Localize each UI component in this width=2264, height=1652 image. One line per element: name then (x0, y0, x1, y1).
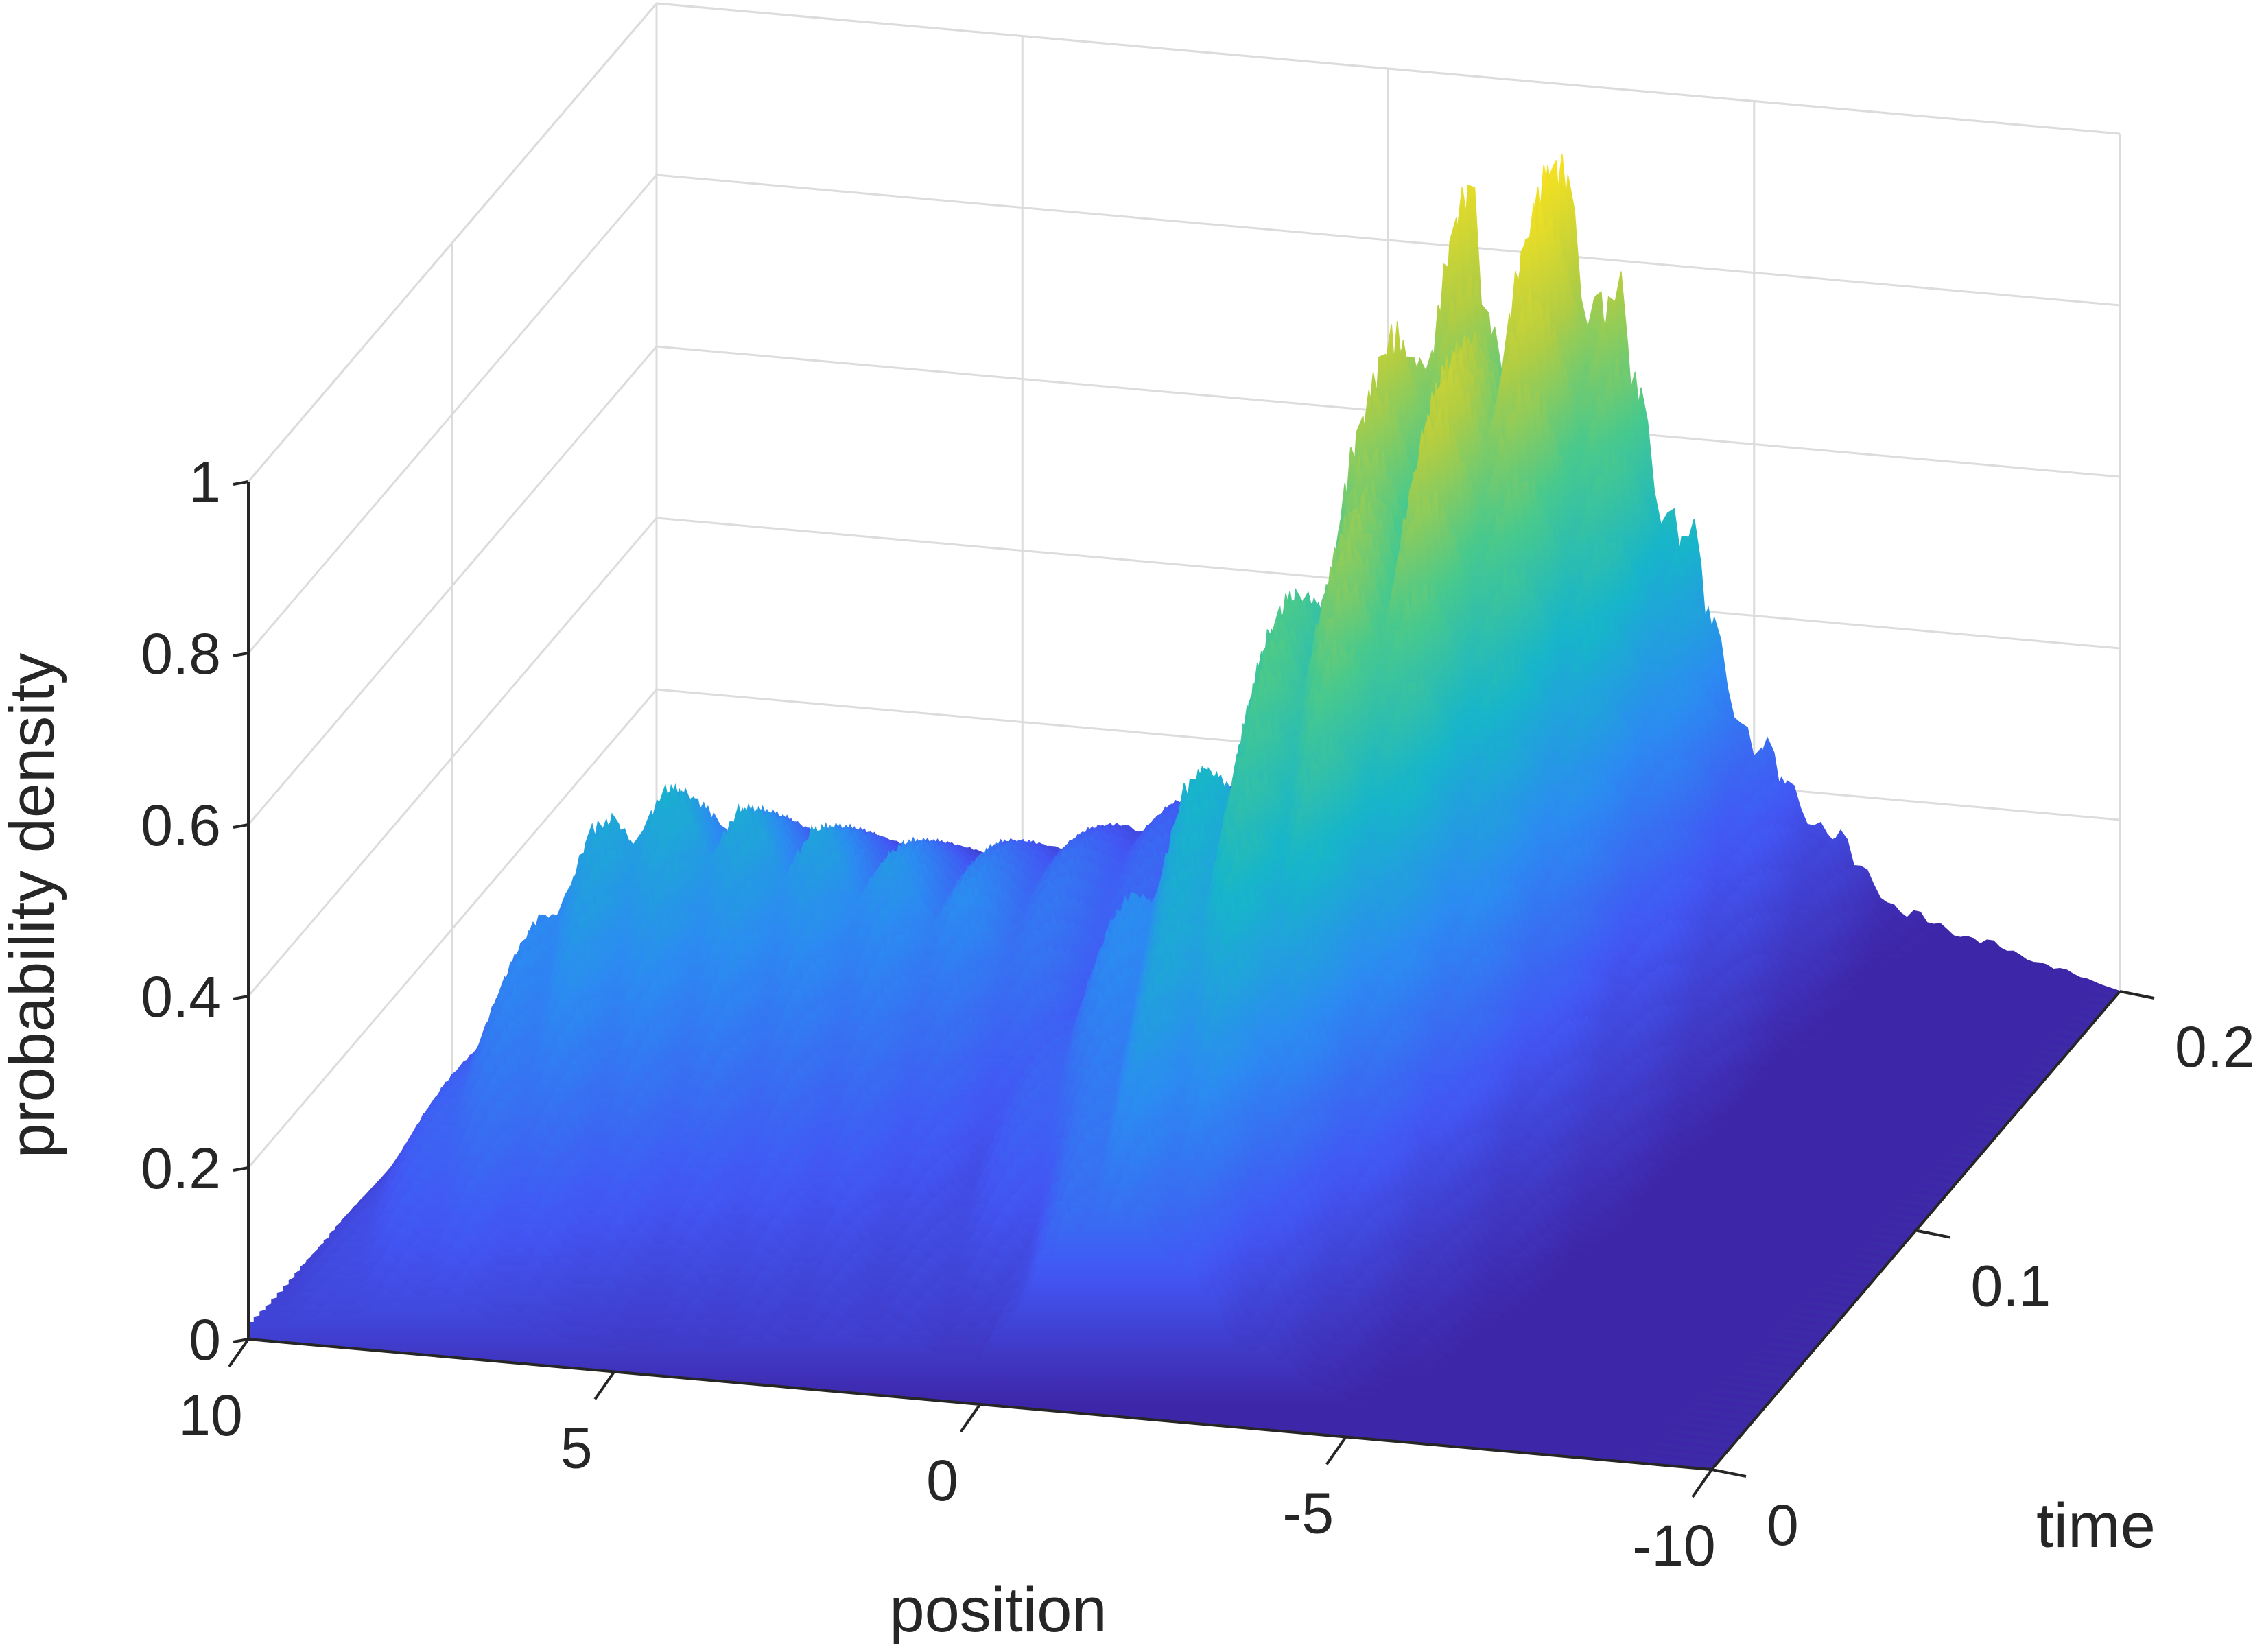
z-tick-label: 0.8 (141, 622, 221, 686)
time-tick-label: 0.2 (2175, 1015, 2255, 1079)
grid-top-edge (247, 2, 2121, 482)
z-tick-label: 0.6 (141, 793, 221, 858)
time-tick (1711, 1468, 1747, 1478)
surface-strip (248, 1195, 1712, 1470)
surface-layer (248, 154, 2121, 1470)
x-tick (1325, 1436, 1347, 1465)
x-tick-label: 5 (561, 1416, 593, 1480)
z-tick-label: 0.4 (141, 965, 221, 1029)
z-tick (233, 823, 249, 829)
surface-strip (265, 1139, 1730, 1450)
surface-strip (288, 1067, 1753, 1423)
y-axis-title: time (2036, 1491, 2156, 1561)
x-tick (959, 1403, 982, 1433)
label-layer: probability density position time (0, 653, 2156, 1645)
z-tick-label: 1 (189, 450, 221, 515)
z-tick (233, 995, 249, 1000)
z-tick-label: 0 (189, 1308, 221, 1372)
time-tick-label: 0.1 (1971, 1254, 2051, 1319)
z-axis-title: probability density (0, 653, 67, 1158)
z-tick (233, 480, 249, 486)
x-tick-label: 10 (178, 1383, 242, 1448)
x-tick-label: -10 (1632, 1513, 1715, 1578)
z-tick (233, 652, 249, 657)
time-tick-label: 0 (1767, 1493, 1799, 1557)
surface-strip (271, 1114, 1736, 1443)
x-tick-label: -5 (1282, 1481, 1334, 1546)
x-tick (1691, 1468, 1713, 1498)
time-tick (2119, 990, 2155, 1000)
surface-strip (276, 1092, 1741, 1436)
x-axis-title: position (889, 1575, 1107, 1645)
z-tick-label: 0.2 (141, 1136, 221, 1201)
x-tick (228, 1338, 250, 1368)
time-tick (1915, 1229, 1950, 1239)
z-tick (233, 1166, 249, 1172)
z-tick (233, 1338, 249, 1343)
x-tick-label: 0 (926, 1448, 958, 1513)
x-tick (593, 1371, 615, 1400)
axis-layer: 0 0.2 0.4 0.6 0.8 1 10 5 0 -5 -10 0 0.1 0.2 (141, 450, 2255, 1578)
